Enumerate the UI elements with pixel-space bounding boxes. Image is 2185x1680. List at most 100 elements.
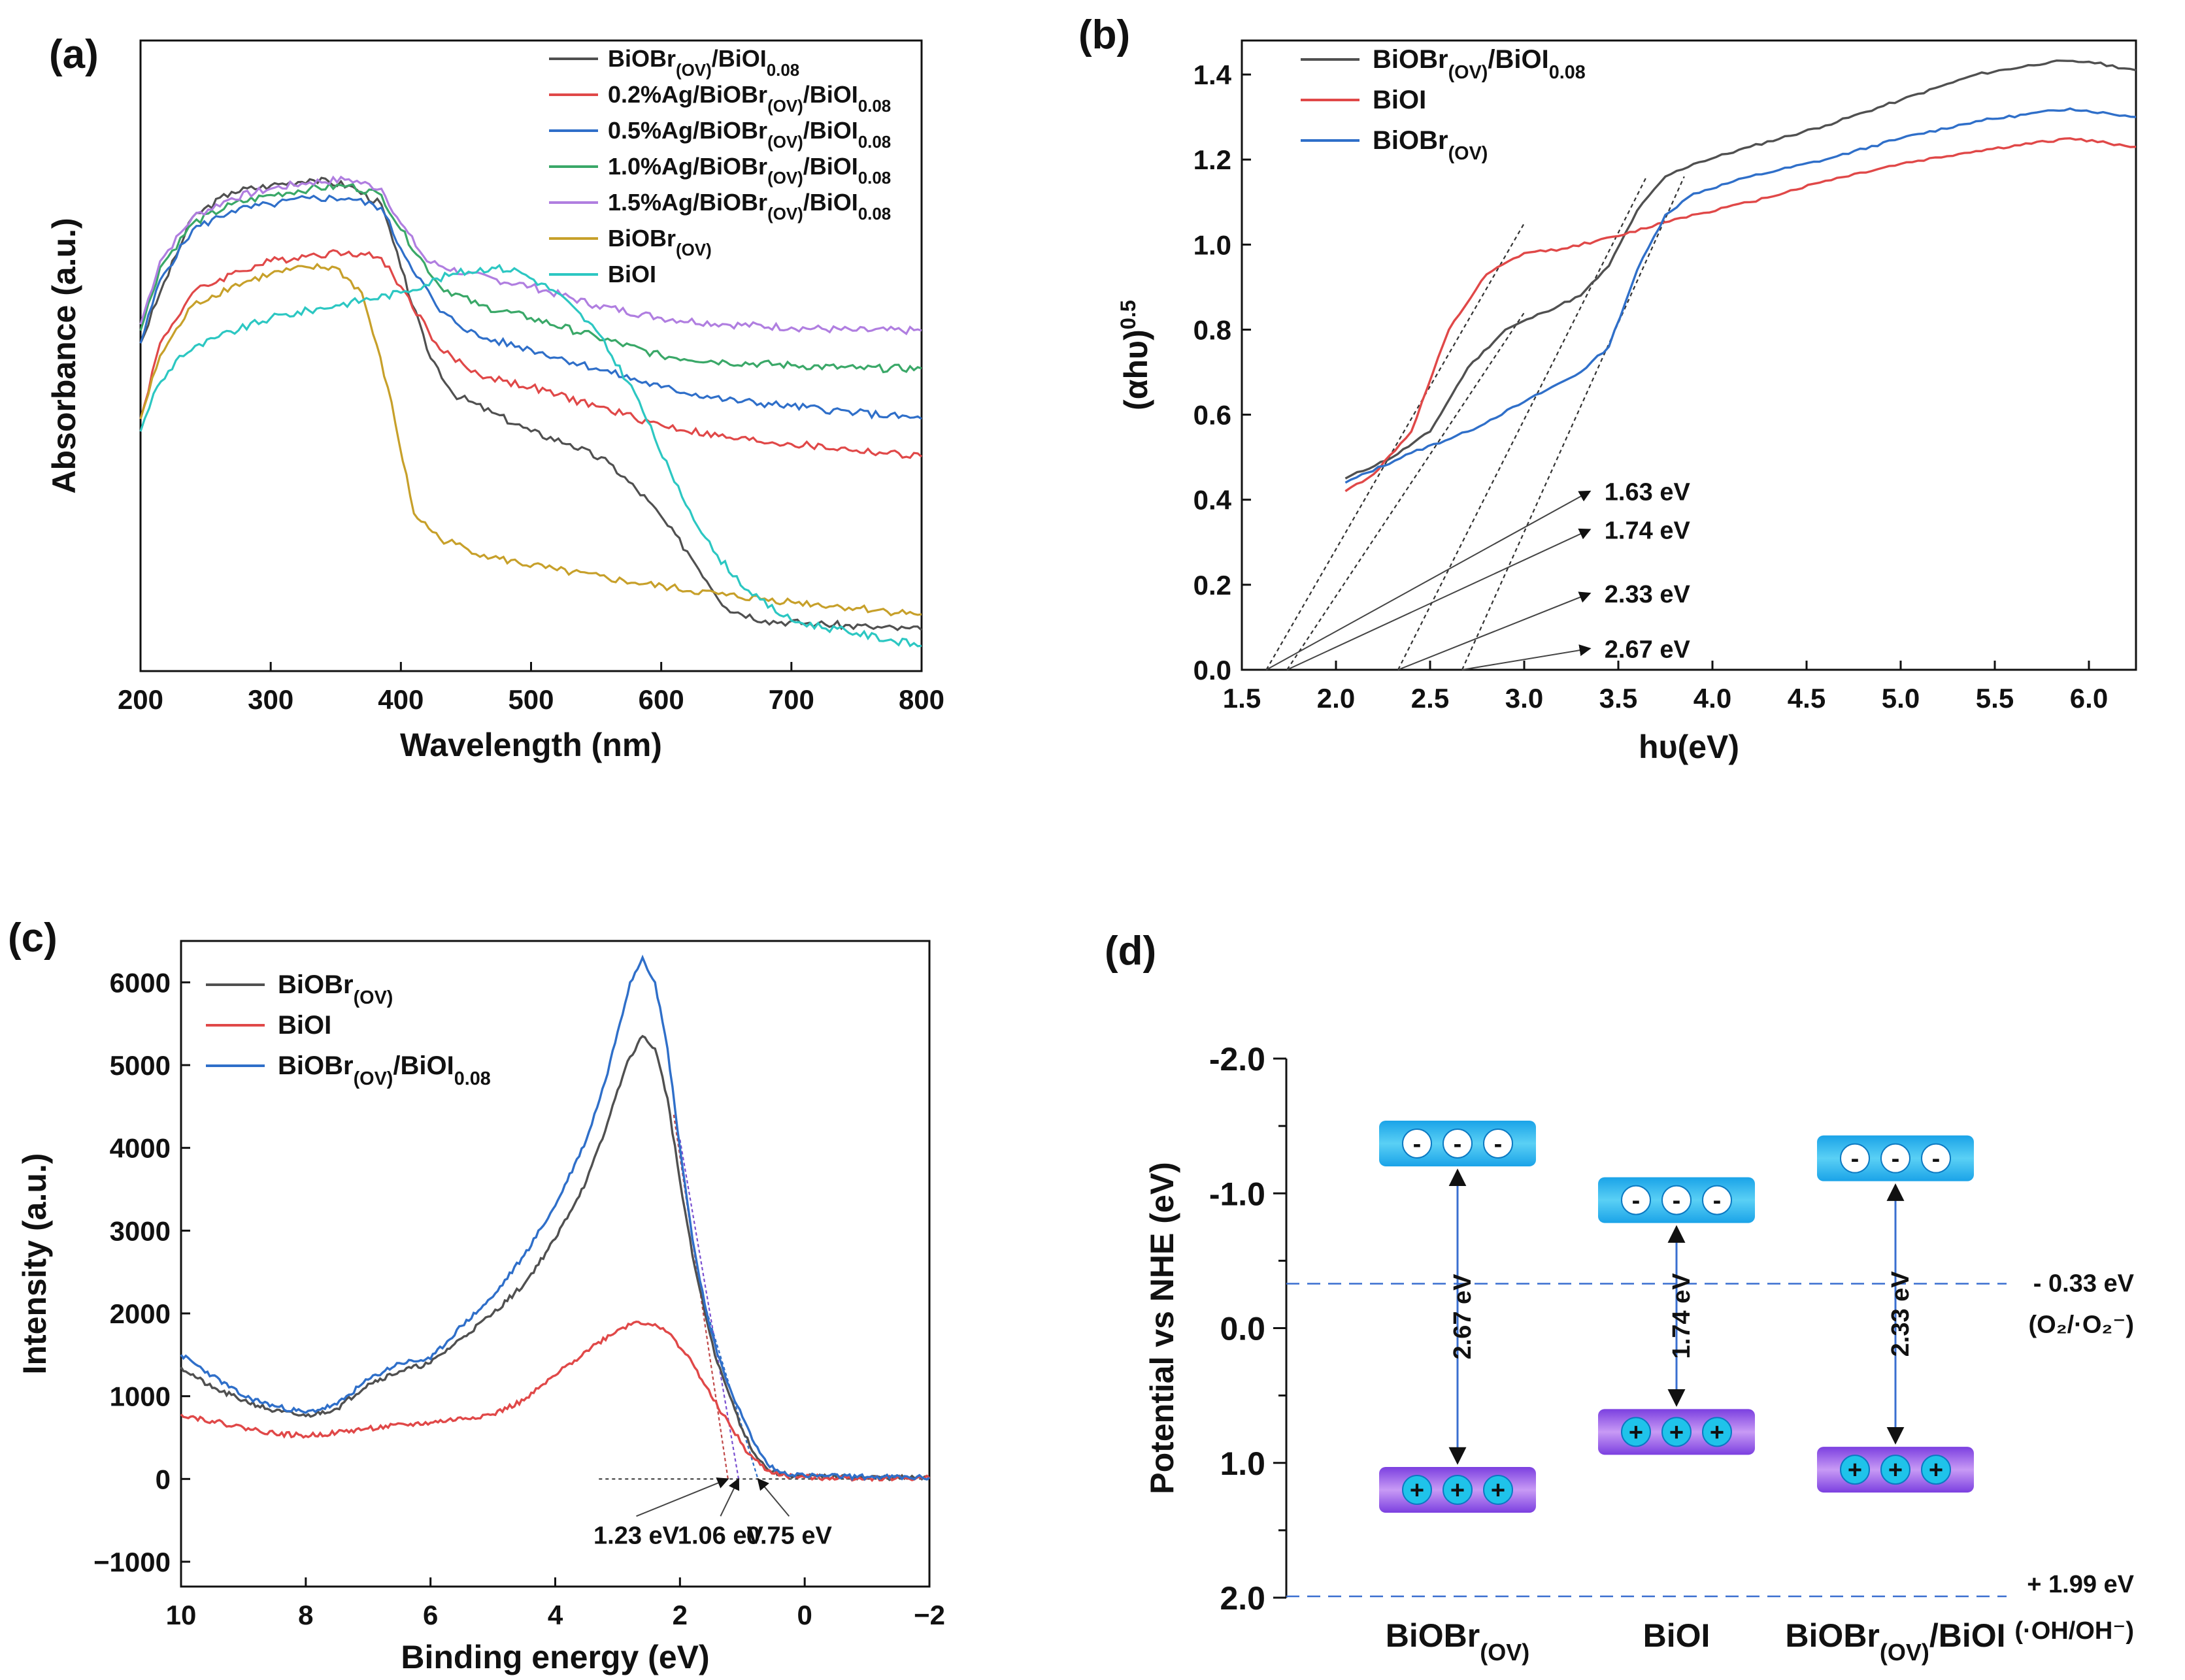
chart-c-ytick-label: 1000 (110, 1381, 171, 1412)
chart-d-electron-sign: - (1413, 1130, 1422, 1158)
chart-a-legend-label: 1.5%Ag/BiOBr(OV)/BiOI0.08 (608, 189, 891, 223)
chart-d-hole (1702, 1417, 1732, 1447)
chart-b-annotation-label: 2.33 eV (1605, 581, 1691, 608)
chart-d-electron (1483, 1128, 1513, 1159)
chart-c-xtick-label: 10 (166, 1600, 197, 1630)
chart-c-annotation-label: 1.23 eV (593, 1522, 680, 1549)
chart-d-hole-sign: + (1410, 1477, 1424, 1504)
chart-d-electron-sign: - (1932, 1145, 1941, 1173)
chart-c-ytick-label: 0 (156, 1464, 171, 1494)
chart-c-ytick-label: 4000 (110, 1133, 171, 1164)
chart-a-xtick-label: 600 (639, 684, 684, 715)
chart-c-annotation-arrow (720, 1477, 740, 1517)
chart-d-electron-sign: - (1673, 1187, 1681, 1215)
chart-b-annotation-arrow (1461, 644, 1592, 670)
chart-b-xlabel: hυ(eV) (1639, 729, 1739, 765)
panel-label-d: (d) (1105, 929, 1157, 974)
chart-d-reference-couple: (O₂/·O₂⁻) (2029, 1311, 2134, 1338)
chart-b-series-line (1344, 107, 2137, 484)
chart-a-series-line (139, 249, 923, 459)
chart-d-electron (1621, 1185, 1651, 1215)
panel-label-b: (b) (1078, 12, 1131, 58)
chart-d-electron-sign: - (1494, 1130, 1503, 1158)
chart-d-electron (1661, 1185, 1692, 1215)
panel-label-a: (a) (49, 32, 99, 77)
chart-b-ytick-label: 0.2 (1193, 570, 1231, 601)
chart-d-gap-label: 2.67 eV (1449, 1274, 1476, 1360)
chart-a-xtick-label: 800 (899, 684, 944, 715)
chart-d-hole (1921, 1455, 1951, 1485)
chart-a-xtick-label: 500 (508, 684, 554, 715)
chart-d-hole (1880, 1455, 1910, 1485)
chart-a-legend-label: 0.2%Ag/BiOBr(OV)/BiOI0.08 (608, 81, 891, 116)
chart-b-legend-label: BiOI (1373, 86, 1426, 114)
chart-c-series-line (180, 1034, 931, 1481)
chart-b-xtick-label: 2.5 (1411, 683, 1449, 714)
chart-b-xtick-label: 5.0 (1882, 683, 1920, 714)
chart-d-material-label: BiOI (1643, 1617, 1710, 1654)
chart-a-series-line (139, 182, 922, 374)
chart-d-hole-sign: + (1450, 1477, 1465, 1504)
chart-c-series-line (180, 954, 930, 1481)
chart-d-material-label: BiOBr(OV)/BiOI (1785, 1617, 2005, 1666)
chart-d-ytick-label: 0.0 (1220, 1311, 1265, 1347)
chart-c-vb-xps: 10 8 6 4 2 0 −2 −1000 0 1000 2000 3000 4000 5000 6000 B… (16, 940, 945, 1675)
panel-label-c: (c) (8, 915, 58, 961)
chart-b-frame (1241, 39, 2137, 671)
chart-b-series-line (1344, 59, 2137, 480)
chart-d-electron-sign: - (1454, 1130, 1462, 1158)
chart-b-ylabel: (αhυ)0.5 (1116, 300, 1154, 410)
chart-d-gap-label: 2.33 eV (1887, 1271, 1914, 1357)
chart-d-electron-sign: - (1713, 1187, 1722, 1215)
chart-a-xtick-label: 300 (248, 684, 293, 715)
chart-b-xtick-label: 5.5 (1976, 683, 2014, 714)
chart-d-electron (1443, 1128, 1473, 1159)
chart-b-annotation-label: 1.74 eV (1605, 517, 1691, 544)
chart-c-series-line (180, 1320, 931, 1483)
chart-c-annotation-label: 0.75 eV (746, 1522, 833, 1549)
chart-d-material-label: BiOBr(OV) (1386, 1617, 1529, 1666)
chart-d-hole (1621, 1417, 1651, 1447)
chart-d-hole (1840, 1455, 1870, 1485)
chart-b-xtick-label: 4.5 (1788, 683, 1826, 714)
chart-d-hole (1402, 1475, 1432, 1505)
chart-b-xtick-label: 4.0 (1693, 683, 1731, 714)
chart-d-electron-sign: - (1892, 1145, 1900, 1173)
chart-b-xtick-label: 2.0 (1317, 683, 1355, 714)
chart-d-reference-label: - 0.33 eV (2033, 1270, 2135, 1297)
chart-d-hole-sign: + (1669, 1419, 1684, 1446)
chart-b-annotation-label: 2.67 eV (1605, 636, 1691, 663)
chart-c-xtick-label: 8 (298, 1600, 313, 1630)
chart-d-electron-sign: - (1632, 1187, 1641, 1215)
chart-a-xtick-label: 400 (378, 684, 424, 715)
chart-c-ylabel: Intensity (a.u.) (16, 1153, 53, 1375)
chart-c-xtick-label: 4 (548, 1600, 563, 1630)
chart-a-xlabel: Wavelength (nm) (400, 727, 662, 763)
chart-d-hole-sign: + (1929, 1457, 1943, 1484)
chart-c-legend-label: BiOBr(OV)/BiOI0.08 (278, 1051, 491, 1089)
chart-b-ytick-label: 0.4 (1193, 485, 1232, 516)
chart-a-absorbance: 200 300 400 500 600 700 800 Wavelength (nm) Abso… (46, 39, 944, 763)
chart-b-tangent (1461, 176, 1685, 670)
chart-d-hole-sign: + (1629, 1419, 1643, 1446)
chart-d-ytick-label: -1.0 (1209, 1176, 1265, 1212)
chart-c-ytick-label: 3000 (110, 1215, 171, 1246)
chart-c-legend-label: BiOI (278, 1011, 331, 1040)
chart-c-annotation-label: 1.06 eV (678, 1522, 764, 1549)
chart-d-reference-label: + 1.99 eV (2027, 1571, 2134, 1598)
chart-d-electron-sign: - (1851, 1145, 1860, 1173)
chart-d-hole (1443, 1475, 1473, 1505)
chart-d-hole-sign: + (1888, 1457, 1903, 1484)
chart-c-xlabel: Binding energy (eV) (401, 1639, 709, 1675)
chart-d-hole (1483, 1475, 1513, 1505)
chart-d-electron (1921, 1143, 1951, 1174)
chart-b-tangent (1397, 176, 1648, 670)
chart-b-ytick-label: 1.0 (1193, 229, 1231, 260)
chart-a-legend-label: 0.5%Ag/BiOBr(OV)/BiOI0.08 (608, 117, 891, 152)
chart-c-xtick-label: 2 (673, 1600, 688, 1630)
chart-d-reference-couple: (·OH/OH⁻) (2014, 1617, 2134, 1645)
chart-b-legend-label: BiOBr(OV) (1373, 126, 1488, 164)
chart-d-ylabel: Potential vs NHE (eV) (1144, 1162, 1180, 1494)
chart-b-tangent (1286, 312, 1525, 670)
chart-c-xtick-label: −2 (914, 1600, 945, 1630)
